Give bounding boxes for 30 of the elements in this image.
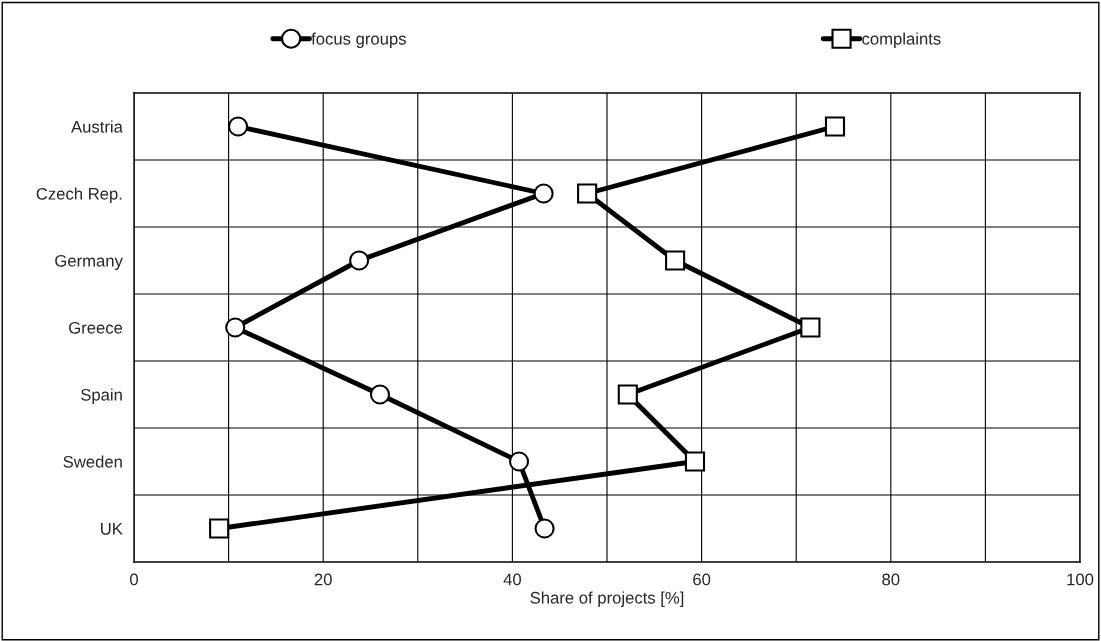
x-tick-label: 0: [130, 573, 138, 586]
y-tick-label: Austria: [71, 120, 123, 133]
x-tick-label: 80: [882, 573, 900, 586]
y-tick-label: Sweden: [63, 455, 122, 468]
point: [508, 451, 530, 472]
x-tick-label: 40: [503, 573, 522, 586]
x-axis-title: Share of projects [%]: [530, 591, 684, 607]
point: [533, 183, 554, 204]
point: [577, 183, 598, 204]
y-tick-label: Spain: [81, 388, 122, 404]
point: [534, 518, 555, 539]
x-tick-label: 100: [1067, 573, 1094, 586]
y-tick-label: Germany: [55, 254, 123, 270]
point: [349, 250, 370, 271]
point: [225, 317, 246, 338]
point: [800, 317, 821, 338]
point: [684, 451, 706, 472]
point: [209, 518, 230, 539]
point: [227, 116, 249, 137]
y-tick-label: Greece: [69, 321, 123, 334]
y-tick-label: Czech Rep.: [36, 187, 122, 203]
x-tick-label: 60: [693, 573, 711, 586]
y-tick-label: UK: [101, 523, 123, 535]
point: [824, 116, 846, 137]
legend-label: focus groups: [311, 32, 406, 48]
legend-label: complaints: [862, 32, 941, 48]
point: [665, 250, 686, 271]
x-tick-label: 20: [314, 573, 332, 586]
point: [617, 384, 638, 405]
point: [369, 384, 391, 405]
